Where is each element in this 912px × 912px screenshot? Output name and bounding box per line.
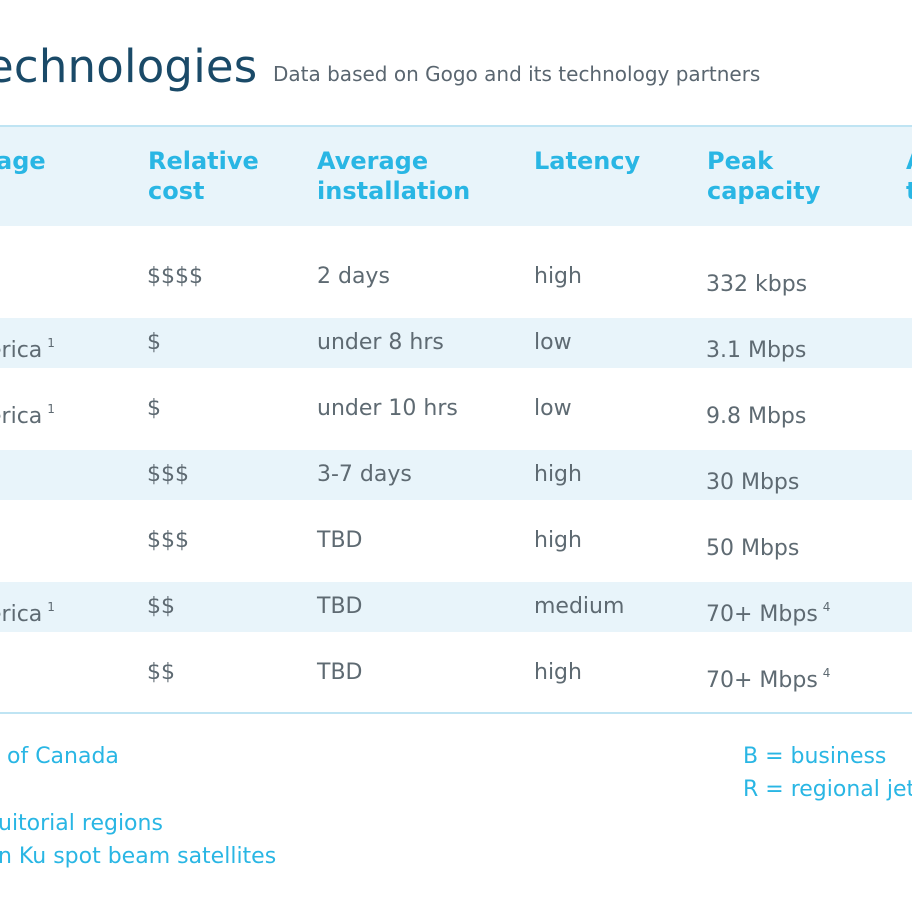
cell-installation: 3-7 days xyxy=(317,462,412,487)
header-average-installation-line2: installation xyxy=(317,177,471,205)
header-peak-capacity: Peak capacity xyxy=(707,146,820,206)
footnote-marker: 1 xyxy=(47,336,55,350)
page-subtitle: Data based on Gogo and its technology pa… xyxy=(273,62,761,86)
page-title: echnologies xyxy=(0,40,258,93)
cell-coverage: erica 1 xyxy=(0,328,55,366)
header-latency-line1: Latency xyxy=(534,147,641,175)
cell-capacity: 30 Mbps xyxy=(706,460,804,498)
footnote-marker: 1 xyxy=(47,600,55,614)
footnote-line: uitorial regions xyxy=(0,811,163,836)
cell-capacity-text: 70+ Mbps xyxy=(706,602,818,627)
cell-relative-cost: $ xyxy=(147,330,161,355)
cell-relative-cost: $ xyxy=(147,396,161,421)
cell-installation: TBD xyxy=(317,660,363,685)
footnote-marker: 4 xyxy=(822,666,831,680)
cell-capacity: 332 kbps xyxy=(706,262,812,300)
header-partial-column-line2: t xyxy=(906,177,912,205)
cell-coverage: 3 xyxy=(0,658,1,696)
header-partial-column: A t xyxy=(906,146,912,206)
footnote-marker: 3 xyxy=(0,666,1,680)
cell-coverage-text: erica xyxy=(0,602,43,627)
cell-latency: high xyxy=(534,660,582,685)
header-coverage-line1: age xyxy=(0,147,46,175)
cell-capacity-text: 3.1 Mbps xyxy=(706,338,807,363)
cell-latency: low xyxy=(534,396,572,421)
table-row: erica 1 $ under 8 hrs low 3.1 Mbps xyxy=(0,318,912,368)
cell-relative-cost: $$$$ xyxy=(147,264,203,289)
header-relative-cost-line1: Relative xyxy=(148,147,259,175)
cell-capacity-text: 50 Mbps xyxy=(706,536,800,561)
cell-coverage-text: erica xyxy=(0,404,43,429)
table-row: erica 1 $$ TBD medium 70+ Mbps 4 xyxy=(0,582,912,632)
cell-installation: under 10 hrs xyxy=(317,396,458,421)
cell-relative-cost: $$$ xyxy=(147,528,189,553)
table-row: $$$ 3-7 days high 30 Mbps xyxy=(0,450,912,500)
legend-regional-jet: R = regional jet xyxy=(743,777,912,802)
header-partial-column-line1: A xyxy=(906,146,912,176)
header-peak-capacity-line1: Peak xyxy=(707,147,774,175)
footnote-marker: 1 xyxy=(47,402,55,416)
cell-latency: high xyxy=(534,462,582,487)
table-row: $$$$ 2 days high 332 kbps xyxy=(0,252,912,302)
cell-latency: high xyxy=(534,264,582,289)
footnote-line: of Canada xyxy=(7,744,119,769)
header-average-installation: Average installation xyxy=(317,146,470,206)
legend-business: B = business xyxy=(743,744,887,769)
cell-installation: under 8 hrs xyxy=(317,330,444,355)
cell-capacity: 3.1 Mbps xyxy=(706,328,811,366)
table-row: 3 $$ TBD high 70+ Mbps 4 xyxy=(0,648,912,698)
cell-latency: low xyxy=(534,330,572,355)
table-row: $$$ TBD high 50 Mbps xyxy=(0,516,912,566)
header-coverage: age xyxy=(0,146,46,176)
cell-installation: 2 days xyxy=(317,264,390,289)
header-peak-capacity-line2: capacity xyxy=(707,177,821,205)
header-relative-cost-line2: cost xyxy=(148,177,205,205)
header-average-installation-line1: Average xyxy=(317,147,429,175)
table-bottom-rule xyxy=(0,712,912,714)
cell-capacity-text: 70+ Mbps xyxy=(706,668,818,693)
cell-coverage: erica 1 xyxy=(0,592,55,630)
cell-capacity-text: 332 kbps xyxy=(706,272,808,297)
table-row: erica 1 $ under 10 hrs low 9.8 Mbps xyxy=(0,384,912,434)
cell-relative-cost: $$$ xyxy=(147,462,189,487)
header-relative-cost: Relative cost xyxy=(148,146,259,206)
header-latency: Latency xyxy=(534,146,640,176)
cell-latency: high xyxy=(534,528,582,553)
cell-installation: TBD xyxy=(317,528,363,553)
cell-relative-cost: $$ xyxy=(147,660,175,685)
cell-installation: TBD xyxy=(317,594,363,619)
cell-capacity: 9.8 Mbps xyxy=(706,394,811,432)
footnote-marker: 4 xyxy=(822,600,831,614)
cell-capacity-text: 9.8 Mbps xyxy=(706,404,807,429)
cell-coverage: erica 1 xyxy=(0,394,55,432)
footnote-line: n Ku spot beam satellites xyxy=(0,844,277,869)
cell-capacity-text: 30 Mbps xyxy=(706,470,800,495)
cell-capacity: 70+ Mbps 4 xyxy=(706,658,830,696)
cell-capacity: 70+ Mbps 4 xyxy=(706,592,830,630)
table-header-band xyxy=(0,125,912,226)
cell-relative-cost: $$ xyxy=(147,594,175,619)
cell-coverage-text: erica xyxy=(0,338,43,363)
cell-latency: medium xyxy=(534,594,625,619)
cell-capacity: 50 Mbps xyxy=(706,526,804,564)
